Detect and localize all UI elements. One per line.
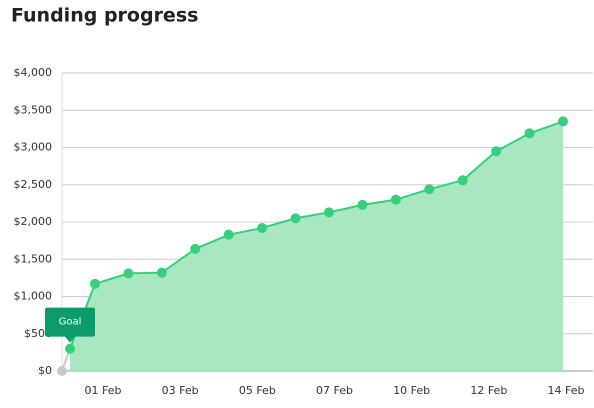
point bbox=[123, 268, 134, 279]
point bbox=[223, 229, 234, 240]
point bbox=[491, 146, 502, 157]
point bbox=[457, 175, 468, 186]
goal-tooltip bbox=[45, 307, 95, 343]
point bbox=[290, 213, 301, 224]
point bbox=[65, 343, 75, 354]
x-tick-label: 01 Feb bbox=[85, 384, 122, 397]
area bbox=[70, 121, 564, 371]
y-tick-label: $1,000 bbox=[14, 290, 53, 303]
point bbox=[424, 184, 435, 195]
x-tick-label: 07 Feb bbox=[316, 384, 353, 397]
point bbox=[357, 199, 368, 210]
point bbox=[558, 116, 569, 127]
y-tick-label: $0 bbox=[38, 364, 52, 377]
y-tick-label: $3,500 bbox=[14, 103, 53, 116]
x-tick-label: 14 Feb bbox=[548, 384, 585, 397]
chart-title: Funding progress bbox=[11, 5, 198, 27]
y-tick-label: $4,000 bbox=[14, 66, 53, 79]
point bbox=[390, 194, 401, 205]
y-tick-label: $2,500 bbox=[14, 178, 53, 191]
point bbox=[90, 278, 100, 289]
point bbox=[257, 222, 268, 233]
point bbox=[524, 128, 535, 139]
point bbox=[57, 366, 67, 376]
point bbox=[190, 243, 201, 254]
x-tick-label: 10 Feb bbox=[393, 384, 430, 397]
line bbox=[69, 120, 564, 350]
goal-label: Goal bbox=[59, 317, 82, 328]
y-tick-label: $1,500 bbox=[14, 252, 53, 265]
y-tick-label: $3,000 bbox=[14, 141, 53, 154]
x-tick-label: 05 Feb bbox=[239, 384, 276, 397]
x-tick-label: 03 Feb bbox=[162, 384, 199, 397]
y-tick-label: $2,000 bbox=[14, 215, 53, 228]
point bbox=[156, 267, 167, 278]
x-tick-label: 12 Feb bbox=[470, 384, 507, 397]
point bbox=[324, 207, 335, 218]
